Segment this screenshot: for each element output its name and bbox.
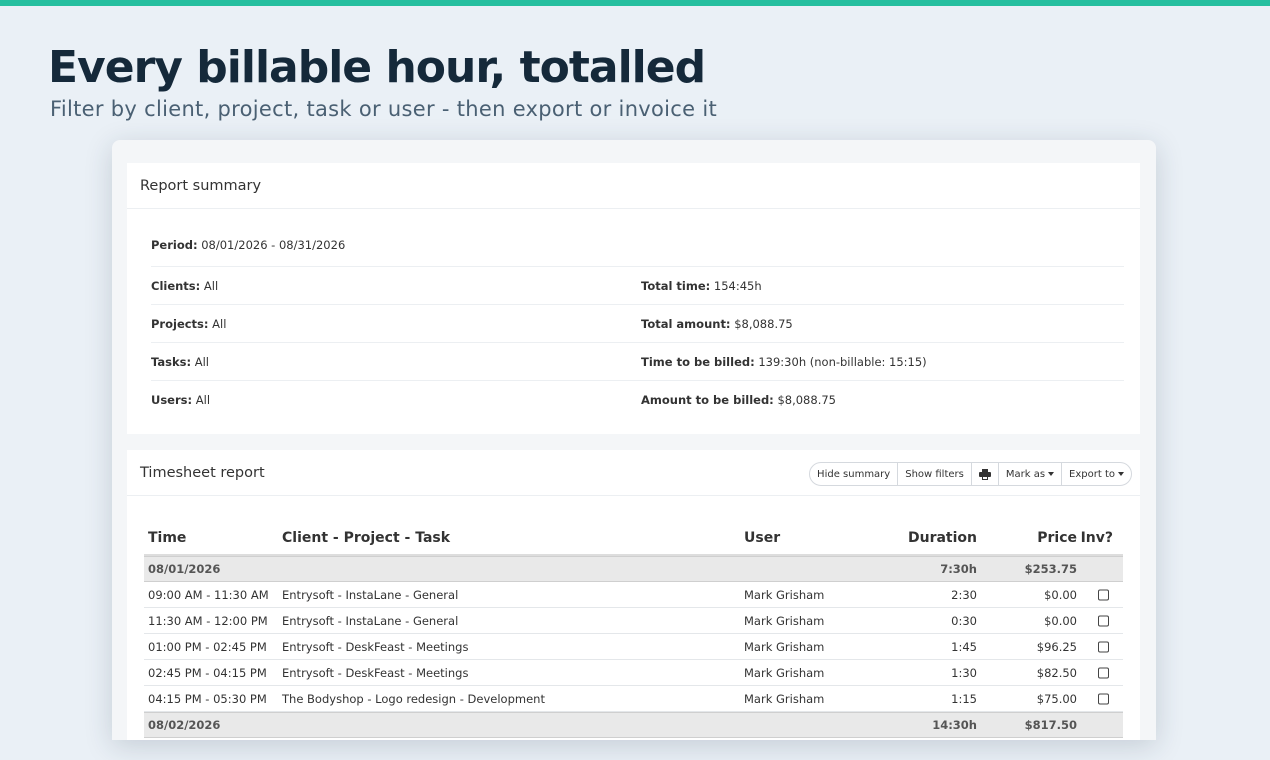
mark-as-dropdown[interactable]: Mark as [999,463,1063,485]
row-client-project-task: The Bodyshop - Logo redesign - Developme… [282,691,545,706]
row-user: Mark Grisham [744,587,825,602]
projects-value: All [212,316,227,331]
date-group-row: 08/01/2026 7:30h $253.75 [144,556,1123,582]
tasks-value: All [194,354,209,369]
row-time: 09:00 AM - 11:30 AM [148,587,269,602]
report-toolbar: Hide summary Show filters Mark as Export… [809,462,1132,486]
column-header-time[interactable]: Time [148,530,187,546]
table-row: 02:45 PM - 04:15 PM Entrysoft - DeskFeas… [144,660,1123,686]
row-duration: 2:30 [951,587,977,602]
row-duration: 1:30 [951,665,977,680]
row-time: 04:15 PM - 05:30 PM [148,691,267,706]
row-client-project-task: Entrysoft - DeskFeast - Meetings [282,639,469,654]
app-window: Report summary Period: 08/01/2026 - 08/3… [112,140,1156,740]
summary-row-users: Users: All Amount to be billed: $8,088.7… [151,381,1124,419]
print-button[interactable] [972,463,999,485]
row-price: $75.00 [1036,691,1077,706]
group-duration: 14:30h [932,718,977,732]
row-duration: 1:45 [951,639,977,654]
column-header-user[interactable]: User [744,530,781,546]
row-client-project-task: Entrysoft - InstaLane - General [282,587,459,602]
summary-row-period: Period: 08/01/2026 - 08/31/2026 [151,223,1124,267]
table-row: 09:00 AM - 11:30 AM Entrysoft - InstaLan… [144,582,1123,608]
invoiced-checkbox[interactable] [1098,641,1109,652]
projects-label: Projects: [151,316,209,331]
caret-down-icon [1118,472,1124,476]
clients-value: All [203,278,219,293]
date-group-row: 08/02/2026 14:30h $817.50 [144,712,1123,738]
row-price: $0.00 [1044,587,1077,602]
time-billed-label: Time to be billed: [641,354,755,369]
total-amount-label: Total amount: [641,316,731,331]
tasks-label: Tasks: [151,354,192,369]
row-time: 02:45 PM - 04:15 PM [148,665,267,680]
row-time: 01:00 PM - 02:45 PM [148,639,267,654]
total-time-label: Total time: [641,278,711,293]
export-to-dropdown[interactable]: Export to [1062,463,1131,485]
invoiced-checkbox[interactable] [1098,693,1109,704]
users-value: All [195,393,211,407]
group-date: 08/01/2026 [148,562,221,576]
column-header-client-project-task[interactable]: Client - Project - Task [282,530,451,546]
column-header-invoiced: Inv? [1080,530,1113,546]
group-duration: 7:30h [940,562,977,576]
row-price: $82.50 [1036,665,1077,680]
time-billed-value: 139:30h (non-billable: 15:15) [758,354,927,369]
export-to-label: Export to [1069,468,1115,480]
amount-billed-label: Amount to be billed: [641,393,774,407]
show-filters-button[interactable]: Show filters [898,463,972,485]
period-value: 08/01/2026 - 08/31/2026 [201,237,346,252]
table-row: 04:15 PM - 05:30 PM The Bodyshop - Logo … [144,686,1123,712]
row-price: $96.25 [1036,639,1077,654]
group-date: 08/02/2026 [148,718,221,732]
amount-billed-value: $8,088.75 [777,393,836,407]
row-time: 11:30 AM - 12:00 PM [148,613,268,628]
timesheet-report-title: Timesheet report [140,464,265,481]
timesheet-report-panel: Timesheet report Hide summary Show filte… [127,450,1140,740]
top-accent-bar [0,0,1270,6]
printer-icon [978,468,991,480]
row-price: $0.00 [1044,613,1077,628]
total-time-value: 154:45h [713,278,762,293]
group-price: $817.50 [1024,718,1077,732]
report-summary-title: Report summary [140,177,262,194]
invoiced-checkbox[interactable] [1098,667,1109,678]
hero-subtitle: Filter by client, project, task or user … [50,97,718,121]
period-label: Period: [151,237,198,252]
report-summary-header: Report summary [127,163,1140,209]
row-duration: 0:30 [951,613,977,628]
row-user: Mark Grisham [744,639,825,654]
table-row: 11:30 AM - 12:00 PM Entrysoft - InstaLan… [144,608,1123,634]
timesheet-table: Time Client - Project - Task User Durati… [144,522,1123,738]
table-header: Time Client - Project - Task User Durati… [144,522,1123,556]
table-row: 01:00 PM - 02:45 PM Entrysoft - DeskFeas… [144,634,1123,660]
users-label: Users: [151,393,193,407]
hide-summary-button[interactable]: Hide summary [810,463,899,485]
report-summary-panel: Report summary Period: 08/01/2026 - 08/3… [127,163,1140,434]
summary-row-tasks: Tasks: All Time to be billed: 139:30h (n… [151,343,1124,381]
summary-row-projects: Projects: All Total amount: $8,088.75 [151,305,1124,343]
invoiced-checkbox[interactable] [1098,615,1109,626]
row-user: Mark Grisham [744,691,825,706]
invoiced-checkbox[interactable] [1098,589,1109,600]
hero-title: Every billable hour, totalled [48,42,706,93]
timesheet-report-header: Timesheet report [127,450,1140,496]
total-amount-value: $8,088.75 [734,316,793,331]
caret-down-icon [1048,472,1055,476]
column-header-duration[interactable]: Duration [907,530,977,546]
mark-as-label: Mark as [1005,468,1046,480]
clients-label: Clients: [151,278,201,293]
column-header-price[interactable]: Price [1037,530,1077,546]
row-user: Mark Grisham [744,613,825,628]
row-client-project-task: Entrysoft - DeskFeast - Meetings [282,665,469,680]
row-client-project-task: Entrysoft - InstaLane - General [282,613,459,628]
row-duration: 1:15 [951,691,977,706]
summary-row-clients: Clients: All Total time: 154:45h [151,267,1124,305]
row-user: Mark Grisham [744,665,825,680]
group-price: $253.75 [1024,562,1077,576]
